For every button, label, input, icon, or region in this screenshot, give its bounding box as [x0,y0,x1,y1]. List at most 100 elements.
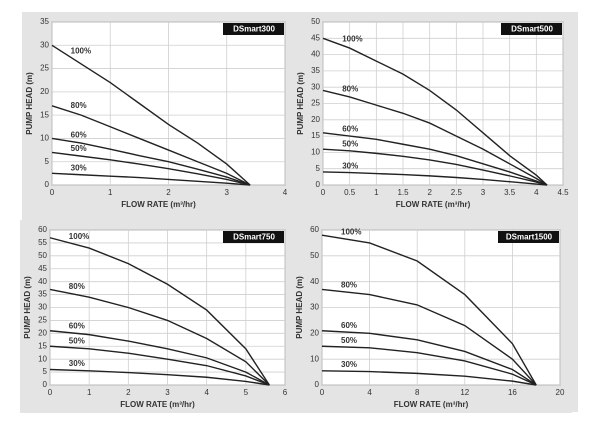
y-tick-label: 10 [38,354,47,363]
x-tick-label: 1 [87,388,92,397]
x-tick-label: 1 [108,188,113,197]
x-tick-label: 3 [225,188,230,197]
y-tick-label: 0 [315,380,320,389]
curve [322,148,548,186]
y-tick-label: 15 [40,110,49,119]
y-axis-label: PUMP HEAD (m) [23,276,32,339]
x-tick-label: 4.5 [557,188,569,197]
x-tick-label: 12 [460,388,469,397]
curve-label: 60% [341,321,357,330]
chart-title: DSmart500 [511,25,553,34]
curve [51,151,251,186]
y-tick-label: 20 [310,328,319,337]
y-tick-label: 40 [311,50,320,59]
curve-label: 50% [342,139,358,148]
curve-label: 100% [341,227,361,236]
x-tick-label: 0 [320,388,325,397]
x-tick-label: 16 [508,388,517,397]
y-tick-label: 40 [38,277,47,286]
y-tick-label: 10 [310,354,319,363]
curve [51,105,251,186]
y-tick-label: 30 [311,82,320,91]
y-tick-label: 60 [38,225,47,234]
curve [322,171,548,186]
curve-label: 100% [71,46,91,55]
x-axis-label: FLOW RATE (m³/hr) [121,200,196,209]
y-tick-label: 25 [311,99,320,108]
y-tick-label: 35 [311,66,320,75]
y-tick-label: 0 [43,380,48,389]
y-tick-label: 40 [310,277,319,286]
y-tick-label: 25 [38,316,47,325]
y-tick-label: 20 [40,87,49,96]
y-tick-label: 5 [43,367,48,376]
y-tick-label: 60 [310,225,319,234]
x-tick-label: 0 [50,188,55,197]
x-tick-label: 4 [283,188,288,197]
y-axis-label: PUMP HEAD (m) [295,276,304,339]
curve [322,89,548,186]
y-tick-label: 45 [311,33,320,42]
curve [321,370,537,386]
chart-title: DSmart1500 [506,233,553,242]
y-tick-label: 10 [311,148,320,157]
curve-label: 60% [71,131,87,140]
x-axis-label: FLOW RATE (m³/hr) [120,400,195,409]
y-tick-label: 50 [310,251,319,260]
curve-label: 30% [341,360,357,369]
curve [51,44,251,186]
y-tick-label: 45 [38,264,47,273]
curve-label: 30% [342,162,358,171]
x-tick-label: 8 [415,388,420,397]
curve-label: 50% [71,144,87,153]
y-tick-label: 5 [316,164,321,173]
x-tick-label: 1 [374,188,379,197]
curve-label: 100% [69,232,89,241]
chart-title: DSmart300 [233,25,275,34]
curve-label: 60% [69,322,85,331]
y-tick-label: 50 [311,17,320,26]
curve [322,132,548,186]
curve-label: 80% [71,101,87,110]
x-tick-label: 2 [126,388,131,397]
x-tick-label: 4 [534,188,539,197]
curve [51,172,251,186]
x-tick-label: 2 [427,188,432,197]
title-box [501,23,562,35]
y-tick-label: 20 [311,115,320,124]
x-tick-label: 3.5 [504,188,516,197]
x-tick-label: 2.5 [451,188,463,197]
curve [321,288,537,386]
y-tick-label: 30 [40,40,49,49]
x-tick-label: 20 [556,388,565,397]
y-tick-label: 30 [38,303,47,312]
title-box [498,231,559,243]
title-box [223,23,284,35]
x-tick-label: 4 [204,388,209,397]
chart-title: DSmart750 [233,233,275,242]
y-tick-label: 5 [45,157,50,166]
curve-label: 30% [69,359,85,368]
x-tick-label: 0 [321,188,326,197]
curve-label: 80% [341,281,357,290]
curve-label: 100% [342,34,362,43]
y-tick-label: 0 [45,180,50,189]
curve [49,345,270,386]
y-tick-label: 25 [40,64,49,73]
curve-label: 60% [342,124,358,133]
curve [49,288,270,386]
x-tick-label: 0.5 [344,188,356,197]
curve [321,330,537,386]
curve [321,234,537,386]
x-tick-label: 1.5 [397,188,409,197]
curve [49,330,270,386]
y-tick-label: 30 [310,303,319,312]
x-tick-label: 3 [481,188,486,197]
title-box [223,231,284,243]
x-tick-label: 5 [244,388,249,397]
y-tick-label: 50 [38,251,47,260]
curve [322,37,548,186]
curve-label: 50% [341,336,357,345]
y-tick-label: 15 [38,341,47,350]
